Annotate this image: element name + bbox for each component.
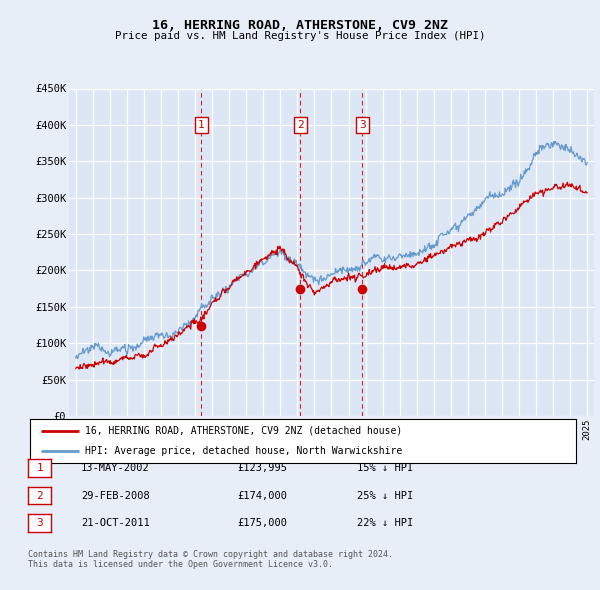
Text: £175,000: £175,000 — [237, 519, 287, 528]
Text: Price paid vs. HM Land Registry's House Price Index (HPI): Price paid vs. HM Land Registry's House … — [115, 31, 485, 41]
Text: 22% ↓ HPI: 22% ↓ HPI — [357, 519, 413, 528]
Text: 3: 3 — [36, 519, 43, 528]
Text: HPI: Average price, detached house, North Warwickshire: HPI: Average price, detached house, Nort… — [85, 446, 402, 456]
Text: 13-MAY-2002: 13-MAY-2002 — [81, 463, 150, 473]
Text: This data is licensed under the Open Government Licence v3.0.: This data is licensed under the Open Gov… — [28, 560, 333, 569]
Text: 25% ↓ HPI: 25% ↓ HPI — [357, 491, 413, 500]
Text: £123,995: £123,995 — [237, 463, 287, 473]
Text: £174,000: £174,000 — [237, 491, 287, 500]
Text: Contains HM Land Registry data © Crown copyright and database right 2024.: Contains HM Land Registry data © Crown c… — [28, 550, 393, 559]
Text: 15% ↓ HPI: 15% ↓ HPI — [357, 463, 413, 473]
Text: 21-OCT-2011: 21-OCT-2011 — [81, 519, 150, 528]
Text: 3: 3 — [359, 120, 365, 130]
Text: 2: 2 — [36, 491, 43, 500]
Text: 29-FEB-2008: 29-FEB-2008 — [81, 491, 150, 500]
Text: 1: 1 — [198, 120, 205, 130]
Text: 2: 2 — [297, 120, 304, 130]
Text: 16, HERRING ROAD, ATHERSTONE, CV9 2NZ: 16, HERRING ROAD, ATHERSTONE, CV9 2NZ — [152, 19, 448, 32]
Text: 1: 1 — [36, 463, 43, 473]
Text: 16, HERRING ROAD, ATHERSTONE, CV9 2NZ (detached house): 16, HERRING ROAD, ATHERSTONE, CV9 2NZ (d… — [85, 426, 402, 436]
